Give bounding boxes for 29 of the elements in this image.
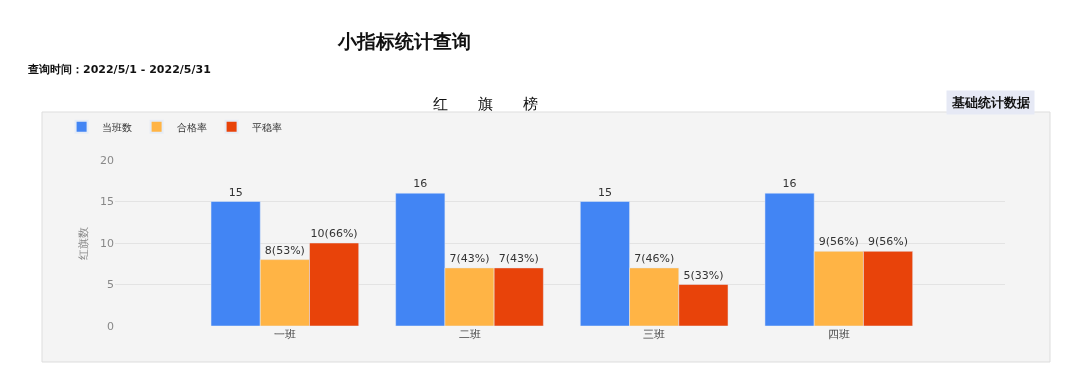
- legend-label: 合格率: [176, 121, 207, 133]
- data-label: 10(66%): [310, 227, 358, 240]
- y-tick-label: 5: [107, 278, 114, 292]
- y-axis-title: 红旗数: [76, 226, 90, 260]
- chart-title: 小指标统计查询: [337, 30, 471, 52]
- y-tick-label: 10: [100, 236, 114, 250]
- y-tick-label: 20: [100, 153, 114, 167]
- data-label: 7(43%): [498, 251, 539, 265]
- text: 红 旗 榜: [433, 95, 538, 113]
- x-tick-label: 二班: [458, 328, 481, 341]
- text: 基础统计数据: [951, 95, 1030, 110]
- x-tick-label: 一班: [273, 328, 296, 341]
- data-label: 9(56%): [868, 235, 909, 249]
- chart-subtitle: 查询时间：2022/5/1 - 2022/5/31: [27, 63, 211, 76]
- data-label: 15: [597, 185, 612, 199]
- data-label: 7(46%): [634, 251, 675, 265]
- legend-label: 平稳率: [251, 121, 282, 133]
- y-tick-label: 0: [107, 319, 114, 333]
- data-label: 7(43%): [449, 251, 490, 265]
- y-tick-label: 15: [100, 195, 114, 209]
- data-label: 8(53%): [264, 243, 305, 257]
- data-label: 9(56%): [818, 235, 859, 249]
- data-label: 5(33%): [683, 268, 724, 282]
- data-label: 16: [413, 177, 428, 191]
- legend-label: 当班数: [101, 121, 132, 133]
- data-label: 15: [228, 185, 243, 199]
- data-label: 16: [782, 177, 797, 191]
- x-tick-label: 四班: [827, 328, 850, 341]
- x-tick-label: 三班: [643, 328, 666, 341]
